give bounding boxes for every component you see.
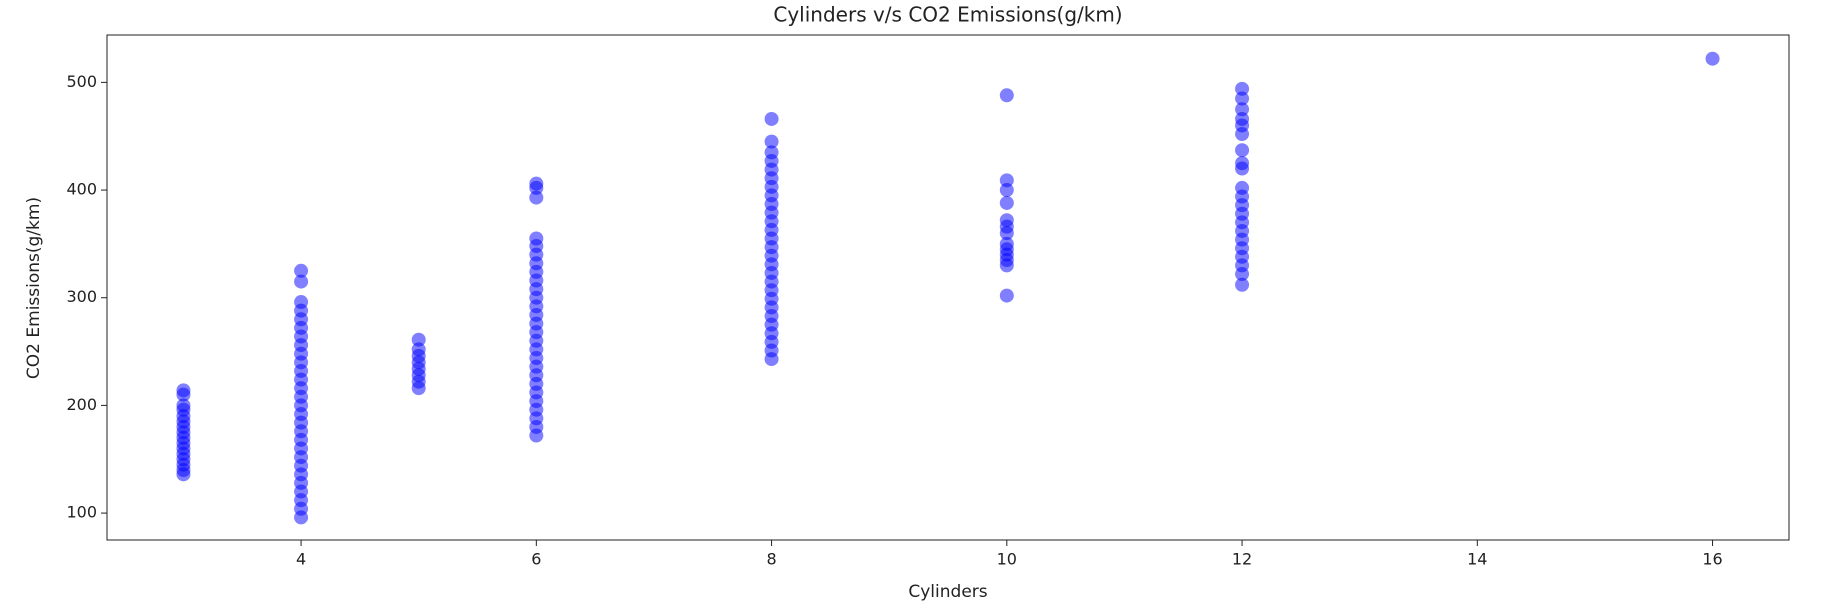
point bbox=[999, 236, 1014, 251]
x-tick-label: 14 bbox=[1467, 550, 1487, 569]
y-tick-label: 300 bbox=[66, 287, 97, 306]
point bbox=[176, 398, 191, 413]
plot-frame bbox=[106, 34, 1790, 541]
point bbox=[999, 173, 1014, 188]
point bbox=[764, 145, 779, 160]
x-axis-label: Cylinders bbox=[908, 582, 987, 602]
point bbox=[411, 342, 426, 357]
y-tick-label: 400 bbox=[66, 180, 97, 199]
point bbox=[1235, 102, 1250, 117]
x-tick-label: 4 bbox=[296, 550, 306, 569]
point bbox=[411, 332, 426, 347]
x-tick-label: 16 bbox=[1702, 550, 1722, 569]
point bbox=[1235, 111, 1250, 126]
x-tick-label: 10 bbox=[997, 550, 1017, 569]
x-tick-label: 8 bbox=[766, 550, 776, 569]
point bbox=[999, 88, 1014, 103]
point bbox=[529, 176, 544, 191]
point bbox=[1235, 180, 1250, 195]
point bbox=[1235, 277, 1250, 292]
point bbox=[1705, 51, 1720, 66]
point bbox=[1235, 156, 1250, 171]
point bbox=[294, 263, 309, 278]
y-axis-label: CO2 Emissions(g/km) bbox=[24, 197, 44, 379]
point bbox=[176, 383, 191, 398]
point bbox=[294, 274, 309, 289]
x-tick-label: 12 bbox=[1232, 550, 1252, 569]
point bbox=[999, 183, 1014, 198]
point bbox=[529, 190, 544, 205]
point bbox=[1235, 81, 1250, 96]
point bbox=[764, 134, 779, 149]
y-tick-label: 200 bbox=[66, 395, 97, 414]
point bbox=[294, 295, 309, 310]
chart-title: Cylinders v/s CO2 Emissions(g/km) bbox=[773, 3, 1122, 27]
y-tick-label: 100 bbox=[66, 503, 97, 522]
x-tick-label: 6 bbox=[531, 550, 541, 569]
point bbox=[999, 288, 1014, 303]
point bbox=[999, 213, 1014, 228]
point bbox=[999, 195, 1014, 210]
point bbox=[1235, 91, 1250, 106]
y-tick-label: 500 bbox=[66, 72, 97, 91]
point bbox=[764, 111, 779, 126]
point bbox=[1235, 143, 1250, 158]
point bbox=[529, 231, 544, 246]
